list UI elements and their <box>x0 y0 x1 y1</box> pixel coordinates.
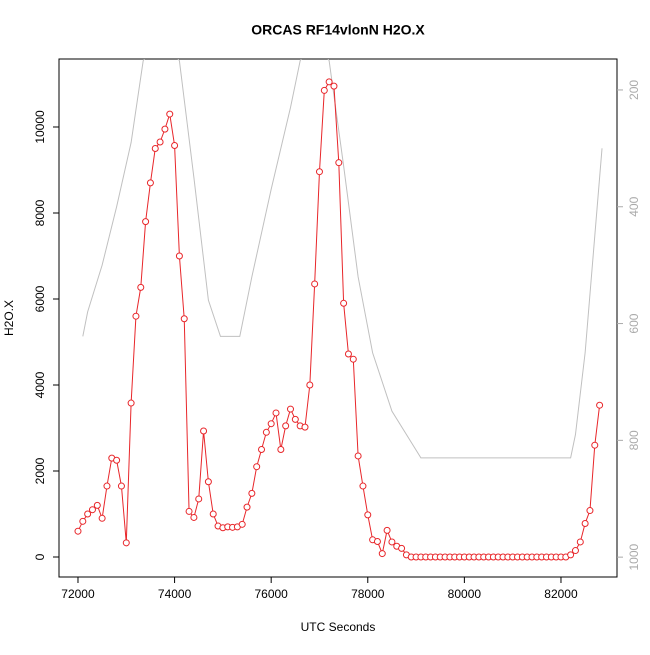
data-point <box>117 482 125 490</box>
data-point <box>185 507 193 515</box>
data-point <box>262 428 270 436</box>
series-line <box>82 59 603 459</box>
data-point <box>122 539 130 547</box>
data-point <box>79 517 87 525</box>
data-point <box>388 538 396 546</box>
data-point <box>282 422 290 430</box>
y-tick-label: 8000 <box>33 199 47 226</box>
data-point <box>175 252 183 260</box>
data-point <box>253 463 261 471</box>
series-line <box>77 81 601 558</box>
data-point <box>311 280 319 288</box>
data-point <box>272 409 280 417</box>
data-point <box>258 445 266 453</box>
y-tick-label: 2000 <box>33 457 47 484</box>
data-point <box>335 159 343 167</box>
data-point <box>132 312 140 320</box>
data-point <box>200 427 208 435</box>
x-tick-label: 78000 <box>351 587 385 601</box>
data-point <box>238 520 246 528</box>
data-point <box>378 550 386 558</box>
data-point <box>359 482 367 490</box>
data-point <box>581 519 589 527</box>
plot-area <box>74 59 604 561</box>
data-point <box>93 501 101 509</box>
data-point <box>190 513 198 521</box>
data-point <box>171 141 179 149</box>
data-point <box>596 401 604 409</box>
y2-tick-label: 400 <box>627 196 641 216</box>
data-point <box>98 514 106 522</box>
y-tick-label: 6000 <box>33 285 47 312</box>
data-point <box>166 110 174 118</box>
data-point <box>398 544 406 552</box>
data-point <box>320 86 328 94</box>
data-point <box>301 423 309 431</box>
data-point <box>373 538 381 546</box>
data-point <box>156 138 164 146</box>
data-point <box>383 526 391 534</box>
data-point <box>209 510 217 518</box>
data-point <box>146 179 154 187</box>
data-point <box>571 547 579 555</box>
data-point <box>195 495 203 503</box>
x-tick-label: 72000 <box>61 587 95 601</box>
y-tick-label: 10000 <box>33 110 47 144</box>
data-point <box>137 283 145 291</box>
x-tick-label: 80000 <box>448 587 482 601</box>
data-point <box>354 452 362 460</box>
data-point <box>277 445 285 453</box>
data-point <box>142 218 150 226</box>
data-point <box>151 144 159 152</box>
y2-tick-label: 200 <box>627 80 641 100</box>
x-tick-label: 76000 <box>254 587 288 601</box>
plot-frame <box>58 58 618 578</box>
data-point <box>267 420 275 428</box>
data-point <box>306 381 314 389</box>
data-point <box>286 405 294 413</box>
data-point <box>127 399 135 407</box>
data-point <box>248 489 256 497</box>
data-point <box>325 78 333 86</box>
data-point <box>74 527 82 535</box>
y-axis-label: H2O.X <box>2 300 16 336</box>
x-axis-label: UTC Seconds <box>301 620 376 634</box>
x-tick-label: 74000 <box>158 587 192 601</box>
data-point <box>103 482 111 490</box>
y2-tick-label: 800 <box>627 430 641 450</box>
y2-tick-label: 600 <box>627 313 641 333</box>
data-point <box>586 507 594 515</box>
data-point <box>349 355 357 363</box>
data-point <box>591 441 599 449</box>
data-point <box>364 511 372 519</box>
data-point <box>576 538 584 546</box>
chart-title: ORCAS RF14vlonN H2O.X <box>251 22 425 38</box>
y2-tick-label: 1000 <box>627 543 641 570</box>
data-point <box>344 350 352 358</box>
data-point <box>243 503 251 511</box>
data-point <box>315 168 323 176</box>
data-point <box>567 551 575 559</box>
data-point <box>204 478 212 486</box>
y-tick-label: 4000 <box>33 371 47 398</box>
data-point <box>180 315 188 323</box>
data-point <box>113 456 121 464</box>
data-point <box>88 506 96 514</box>
data-point <box>84 510 92 518</box>
data-point <box>291 415 299 423</box>
y-tick-label: 0 <box>33 553 47 560</box>
x-tick-label: 82000 <box>544 587 578 601</box>
data-point <box>330 82 338 90</box>
data-point <box>161 125 169 133</box>
data-point <box>340 299 348 307</box>
